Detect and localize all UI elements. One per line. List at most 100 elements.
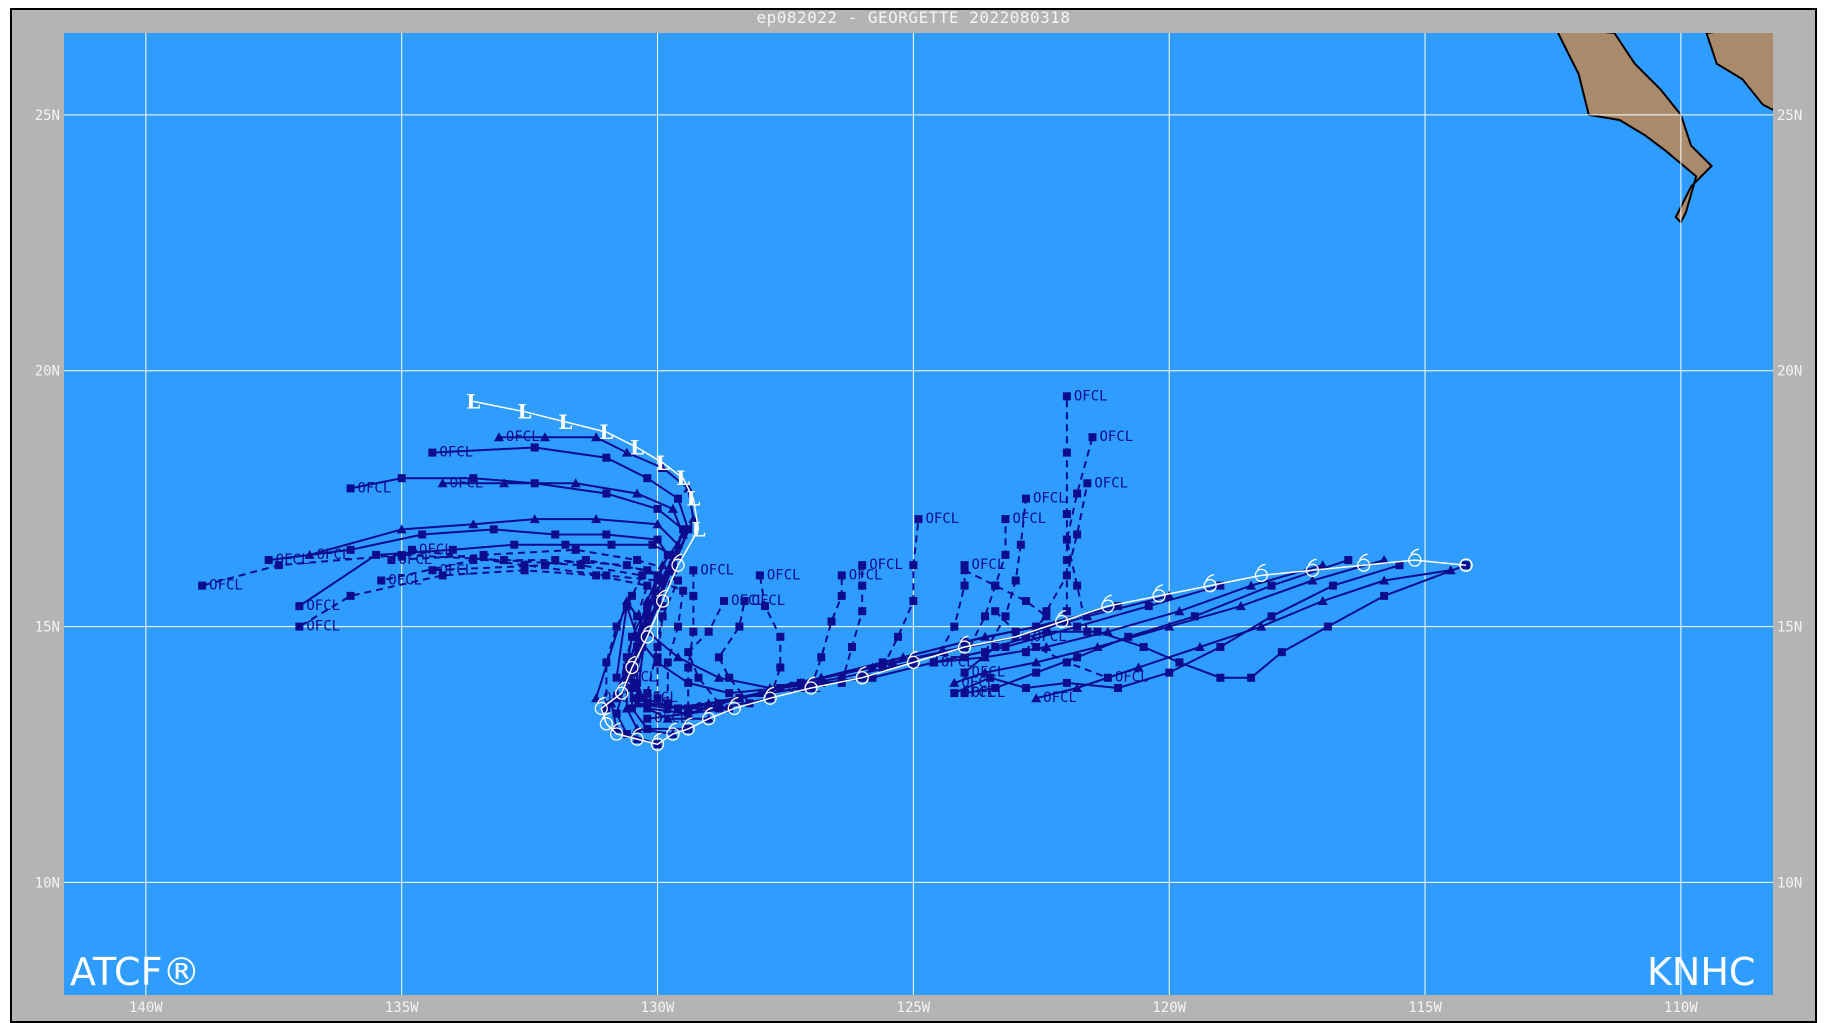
forecast-point-marker <box>539 432 550 442</box>
lat-tick-label-left: 20N <box>35 364 60 380</box>
forecast-point-marker <box>735 694 744 703</box>
tropical-depression-hook <box>806 676 816 684</box>
forecast-point-marker <box>1235 601 1246 611</box>
forecast-point-marker <box>295 622 304 631</box>
forecast-point-marker <box>674 494 683 503</box>
forecast-track-label: OFCL <box>767 567 801 583</box>
forecast-point-marker <box>198 581 207 590</box>
forecast-point-marker <box>591 514 602 524</box>
forecast-track-label: OFCL <box>439 445 473 461</box>
forecast-point-marker <box>469 556 478 565</box>
tropical-depression-circle <box>625 660 639 675</box>
lon-tick-label: 115W <box>1408 1000 1442 1016</box>
tropical-depression-circle <box>630 732 644 746</box>
forecast-point-marker <box>602 489 611 498</box>
forecast-point-marker <box>1001 643 1010 652</box>
tropical-depression-hook <box>1154 584 1164 592</box>
forecast-point-marker <box>1144 602 1153 611</box>
forecast-track: OFCL <box>960 511 1046 662</box>
forecast-point-marker <box>1011 576 1020 585</box>
forecast-point-marker <box>1317 595 1328 605</box>
forecast-point-marker <box>622 602 631 611</box>
tropical-depression-hook <box>729 696 739 704</box>
forecast-point-marker <box>622 653 631 662</box>
forecast-point-marker <box>929 658 938 667</box>
tropical-depression-marker <box>763 686 777 705</box>
forecast-track-label: OFCL <box>752 593 786 609</box>
forecast-point-marker <box>668 566 677 575</box>
tropical-depression-marker <box>804 676 818 695</box>
forecast-point-marker <box>638 637 647 646</box>
tropical-depression-marker <box>625 655 639 675</box>
forecast-point-marker <box>674 704 683 713</box>
forecast-point-marker <box>643 566 652 575</box>
tropical-depression-circle <box>1203 578 1217 593</box>
forecast-point-marker <box>581 556 590 565</box>
forecast-point-marker <box>714 653 723 662</box>
forecast-point-marker <box>397 550 406 559</box>
tropical-depression-circle <box>656 594 670 608</box>
forecast-point-marker <box>817 678 826 687</box>
lon-tick-label: 135W <box>385 1000 419 1016</box>
tropical-depression-circle <box>855 671 869 685</box>
low-marker: L <box>691 517 705 541</box>
grid-layer <box>64 33 1773 995</box>
forecast-point-marker <box>1042 607 1051 616</box>
forecast-point-marker <box>1001 515 1010 524</box>
forecast-point-marker <box>887 657 898 667</box>
forecast-track: OFCL <box>950 561 1404 701</box>
forecast-point-marker <box>428 448 437 457</box>
forecast-point-marker <box>602 571 611 580</box>
forecast-track-label: OFCL <box>972 557 1006 573</box>
forecast-point-marker <box>991 683 1000 692</box>
forecast-point-marker <box>1073 581 1082 590</box>
tropical-depression-marker <box>599 712 614 731</box>
forecast-track: OFCL <box>1021 475 1128 657</box>
forecast-point-marker <box>704 627 713 636</box>
forecast-track: OFCL <box>960 566 1067 645</box>
forecast-point-marker <box>561 540 570 549</box>
tropical-depression-circle <box>666 727 680 741</box>
forecast-point-marker <box>520 566 529 575</box>
forecast-track-line <box>964 559 1349 695</box>
forecast-track-label: OFCL <box>972 685 1006 701</box>
tropical-depression-hook <box>596 696 606 704</box>
forecast-point-marker <box>387 556 396 565</box>
forecast-track-label: OFCL <box>306 598 340 614</box>
tropical-depression-hook <box>658 589 667 597</box>
forecast-point-marker <box>643 714 652 723</box>
tropical-depression-circle <box>1101 599 1115 613</box>
forecast-track-line <box>717 600 751 704</box>
land-mainland-mexico <box>1705 33 1773 111</box>
forecast-track-label: OFCL <box>1115 670 1149 686</box>
tropical-depression-hook <box>1359 553 1368 561</box>
forecast-point-marker <box>688 514 699 524</box>
tropical-depression-marker <box>1357 553 1371 572</box>
forecast-point-marker <box>643 699 652 708</box>
forecast-point-marker <box>1016 540 1025 549</box>
forecast-point-marker <box>1267 612 1276 621</box>
forecast-point-marker <box>1267 581 1276 590</box>
forecast-point-marker <box>510 540 519 549</box>
low-marker: L <box>558 410 572 434</box>
forecast-point-marker <box>980 631 991 641</box>
forecast-point-marker <box>950 622 959 631</box>
forecast-point-marker <box>991 607 1000 616</box>
forecast-point-marker <box>377 576 386 585</box>
forecast-point-marker <box>673 652 684 662</box>
lon-tick-label: 125W <box>897 1000 931 1016</box>
forecast-track-label: OFCL <box>1094 475 1128 491</box>
forecast-track-label: OFCL <box>1033 491 1067 507</box>
forecast-point-marker <box>817 653 826 662</box>
forecast-point-marker <box>653 658 662 667</box>
tropical-depression-circle <box>804 681 818 695</box>
forecast-point-marker <box>653 504 662 513</box>
tropical-depression-circle <box>702 712 716 726</box>
forecast-point-marker <box>679 586 688 595</box>
tropical-depression-marker <box>640 625 654 644</box>
forecast-point-marker <box>1062 658 1071 667</box>
tropical-depression-marker <box>681 717 695 736</box>
forecast-point-marker <box>827 617 836 626</box>
forecast-point-marker <box>1001 550 1010 559</box>
forecast-point-marker <box>1277 648 1286 657</box>
